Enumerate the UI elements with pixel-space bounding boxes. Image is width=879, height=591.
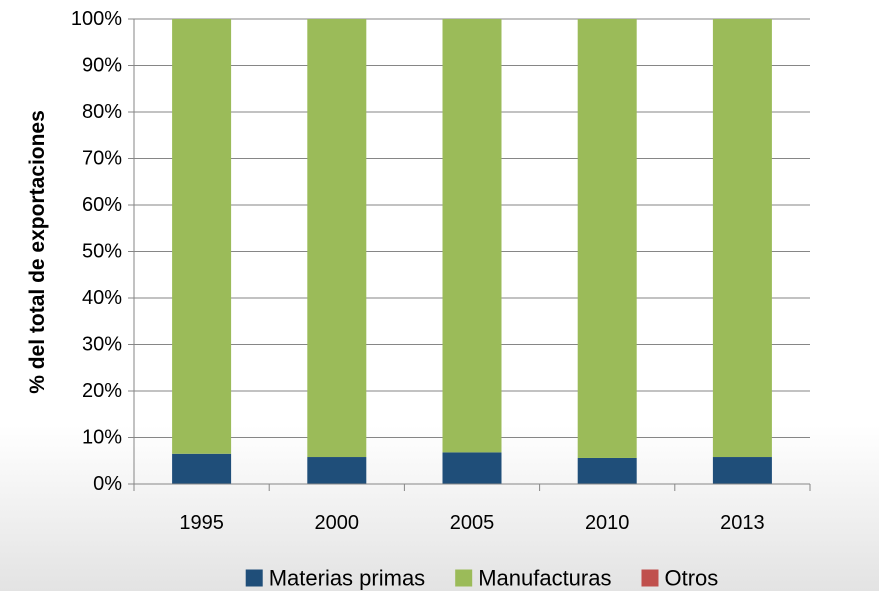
x-tick-label: 2000 xyxy=(315,512,360,534)
bar-segment xyxy=(442,19,502,453)
x-tick-label: 2010 xyxy=(585,512,630,534)
bar-segment xyxy=(172,19,232,454)
legend-label: Manufacturas xyxy=(478,566,611,591)
legend-swatch xyxy=(641,569,659,587)
x-tick-label: 2013 xyxy=(720,512,765,534)
y-tick-label: 10% xyxy=(82,427,122,449)
y-axis-title: % del total de exportaciones xyxy=(26,110,49,394)
bar-segment xyxy=(307,457,367,484)
axes xyxy=(128,18,811,491)
y-tick-label: 80% xyxy=(82,101,122,123)
y-tick-label: 20% xyxy=(82,380,122,402)
legend-label: Otros xyxy=(664,566,718,591)
bar-segment xyxy=(577,457,637,484)
x-tick-label: 2005 xyxy=(450,512,495,534)
y-tick-label: 70% xyxy=(82,148,122,170)
x-tick-label: 1995 xyxy=(179,512,224,534)
bar-segment xyxy=(442,452,502,484)
bar-segment xyxy=(712,457,772,484)
x-tick-labels: 1995 2000 2005 2010 2013 xyxy=(179,512,764,534)
legend-label: Materias primas xyxy=(269,566,425,591)
bar-segment xyxy=(577,19,637,458)
y-tick-label: 100% xyxy=(71,8,122,30)
y-tick-labels: 0% 10% 20% 30% 40% 50% 60% 70% 80% 90% 100% xyxy=(71,8,122,495)
bars xyxy=(172,19,772,484)
legend-swatch xyxy=(455,569,473,587)
y-tick-label: 60% xyxy=(82,194,122,216)
y-tick-label: 40% xyxy=(82,287,122,309)
y-tick-label: 50% xyxy=(82,241,122,263)
bar-segment xyxy=(712,19,772,458)
legend-swatch xyxy=(245,569,263,587)
y-tick-label: 0% xyxy=(93,473,122,495)
y-tick-label: 90% xyxy=(82,55,122,77)
y-tick-label: 30% xyxy=(82,334,122,356)
legend: Materias primas Manufacturas Otros xyxy=(245,566,718,591)
bar-segment xyxy=(307,19,367,458)
bar-segment xyxy=(172,453,232,484)
